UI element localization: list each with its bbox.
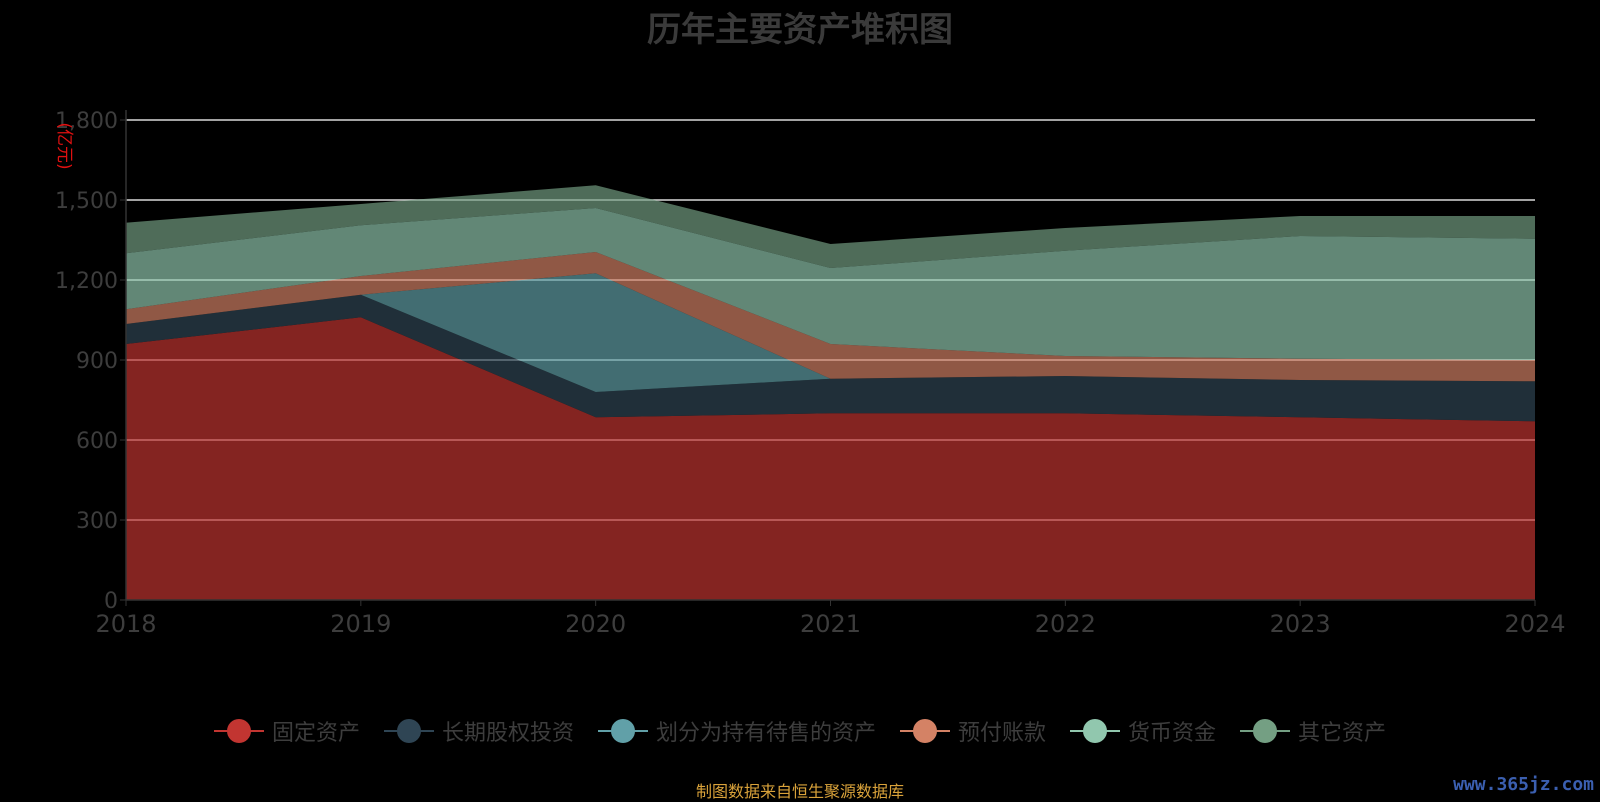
area-series-预付账款[interactable] — [126, 252, 1535, 382]
area-series-长期股权投资[interactable] — [126, 294, 1535, 422]
x-tick-label: 2018 — [95, 610, 156, 638]
legend-label: 货币资金 — [1128, 721, 1217, 746]
chart-title: 历年主要资产堆积图 — [647, 10, 953, 50]
axes: 0 300 600 900 1,200 1,500 1,800 2018 2019 2020 202… — [55, 109, 1566, 638]
area-series-货币资金[interactable] — [126, 208, 1535, 360]
legend-marker-icon — [213, 718, 264, 744]
y-tick-label: 1,500 — [55, 189, 118, 214]
legend-marker-icon — [597, 718, 648, 744]
area-series — [126, 185, 1535, 600]
legend-item-货币资金[interactable]: 货币资金 — [1070, 715, 1216, 747]
x-tick-label: 2021 — [800, 610, 861, 638]
watermark: www.365jz.com — [1453, 774, 1594, 795]
x-tick-label: 2022 — [1035, 610, 1096, 638]
legend-marker-icon — [900, 718, 950, 744]
legend-item-其它资产[interactable]: 其它资产 — [1240, 715, 1386, 747]
x-tick-label: 2020 — [565, 610, 626, 638]
y-tick-label: 1,800 — [55, 109, 118, 134]
legend-item-固定资产[interactable]: 固定资产 — [213, 715, 360, 747]
x-tick-label: 2023 — [1270, 610, 1331, 638]
area-series-固定资产[interactable] — [126, 317, 1535, 600]
area-series-其它资产[interactable] — [126, 185, 1535, 268]
legend-label: 固定资产 — [271, 721, 360, 746]
legend-marker-icon — [1070, 718, 1121, 744]
legend-label: 预付账款 — [958, 721, 1047, 746]
y-tick-label: 300 — [76, 509, 118, 534]
y-tick-label: 1,200 — [55, 269, 118, 294]
legend-item-预付账款[interactable]: 预付账款 — [900, 715, 1046, 747]
legend-item-长期股权投资[interactable]: 长期股权投资 — [383, 715, 574, 747]
legend-label: 长期股权投资 — [441, 721, 574, 746]
y-tick-label: 900 — [76, 349, 118, 374]
y-tick-label: 0 — [104, 589, 118, 614]
legend-label: 划分为持有待售的资产 — [655, 721, 876, 746]
legend: 固定资产 长期股权投资 划分为持有待售的资产 预付账款 货币资金 其它资产 — [0, 715, 1600, 747]
x-tick-label: 2024 — [1504, 610, 1565, 638]
x-tick-label: 2019 — [330, 610, 391, 638]
y-axis-unit-label: (亿元) — [54, 122, 74, 169]
legend-label: 其它资产 — [1298, 721, 1387, 746]
area-series-划分为持有待售的资产[interactable] — [126, 273, 1535, 392]
source-note: 制图数据来自恒生聚源数据库 — [695, 782, 904, 801]
legend-marker-icon — [1240, 718, 1291, 744]
legend-marker-icon — [383, 718, 434, 744]
legend-item-划分为持有待售的资产[interactable]: 划分为持有待售的资产 — [597, 715, 876, 747]
y-tick-label: 600 — [76, 429, 118, 454]
